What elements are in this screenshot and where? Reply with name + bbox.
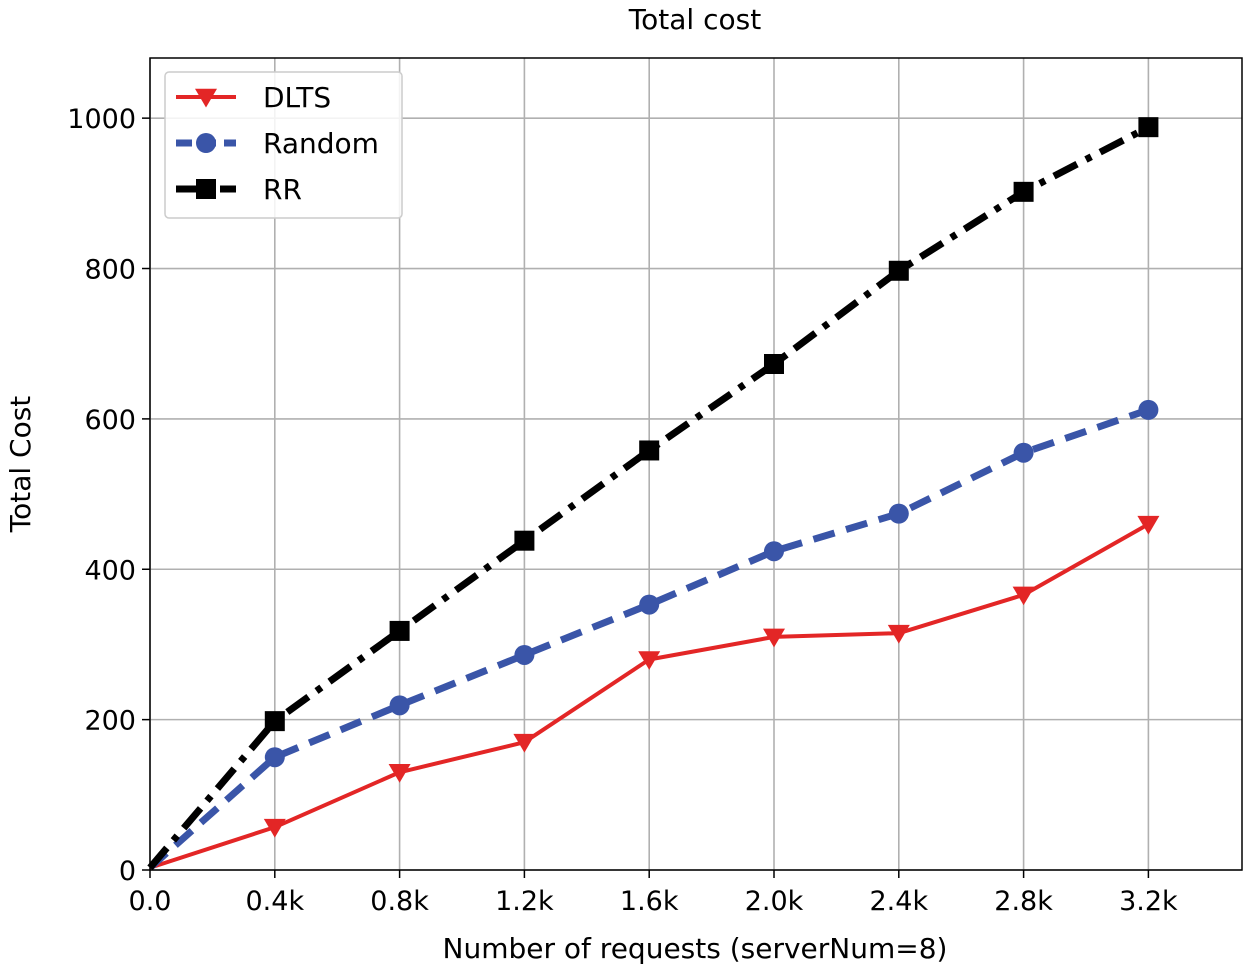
- data-point: [514, 644, 535, 665]
- plot-border: [149, 57, 1243, 871]
- data-point: [264, 747, 285, 768]
- data-point: [514, 530, 535, 551]
- y-tick-label: 600: [84, 405, 136, 436]
- x-tick-label: 2.8k: [994, 886, 1053, 917]
- legend-marker: [196, 179, 216, 199]
- y-tick-label: 0: [119, 856, 136, 887]
- series-layer: [147, 117, 1160, 871]
- data-point: [1138, 117, 1159, 138]
- x-tick-label: 0.0: [129, 886, 172, 917]
- legend: DLTS Random RR: [164, 71, 403, 219]
- data-point: [888, 260, 909, 281]
- data-point: [264, 711, 285, 732]
- legend-label: DLTS: [263, 81, 331, 114]
- legend-item-random: Random: [176, 127, 379, 160]
- legend-box: [164, 71, 403, 219]
- legend-marker: [195, 88, 217, 108]
- series-line: [147, 124, 1151, 871]
- data-point: [887, 624, 910, 644]
- data-point: [1137, 515, 1160, 535]
- data-point: [638, 651, 661, 670]
- y-tick-label: 800: [84, 255, 136, 286]
- x-tick-label: 2.4k: [870, 886, 929, 917]
- data-point: [639, 594, 660, 615]
- y-tick-label: 400: [84, 555, 136, 586]
- data-point: [389, 620, 410, 641]
- chart-title: Total cost: [628, 3, 761, 36]
- x-tick-label: 2.0k: [745, 886, 804, 917]
- y-tick-label: 1000: [67, 104, 136, 135]
- data-point: [888, 503, 909, 524]
- data-point: [388, 764, 411, 783]
- legend-marker: [196, 133, 216, 153]
- data-point: [513, 733, 536, 753]
- series-random: [147, 399, 1159, 871]
- legend-item-dlts: DLTS: [176, 81, 331, 114]
- x-tick-label: 0.8k: [370, 886, 429, 917]
- x-tick-label: 3.2k: [1119, 886, 1178, 917]
- data-point: [764, 541, 784, 562]
- legend-label: Random: [263, 127, 379, 160]
- x-axis-ticks: 0.0 0.4k 0.8k 1.2k 1.6k 2.0k 2.4k 2.8k 3.2k: [129, 870, 1178, 917]
- series-rr: [147, 117, 1159, 871]
- x-axis-label: Number of requests (serverNum=8): [443, 932, 948, 965]
- data-point: [763, 628, 785, 648]
- data-point: [1138, 399, 1159, 420]
- y-axis-label: Total Cost: [4, 396, 37, 534]
- data-point: [1013, 181, 1034, 202]
- data-point: [764, 354, 784, 375]
- data-point: [639, 440, 660, 461]
- data-point: [389, 695, 410, 716]
- data-point: [263, 818, 286, 838]
- data-point: [1013, 442, 1034, 463]
- y-axis-ticks: 0 200 400 600 800 1000: [67, 104, 150, 887]
- y-tick-label: 200: [84, 706, 136, 737]
- x-tick-label: 0.4k: [246, 886, 305, 917]
- data-point: [1012, 586, 1035, 606]
- legend-label: RR: [263, 173, 302, 206]
- series-line: [147, 406, 1150, 871]
- x-tick-label: 1.2k: [495, 886, 554, 917]
- legend-item-rr: RR: [176, 173, 302, 206]
- series-dlts: [149, 515, 1160, 870]
- x-tick-label: 1.6k: [620, 886, 679, 917]
